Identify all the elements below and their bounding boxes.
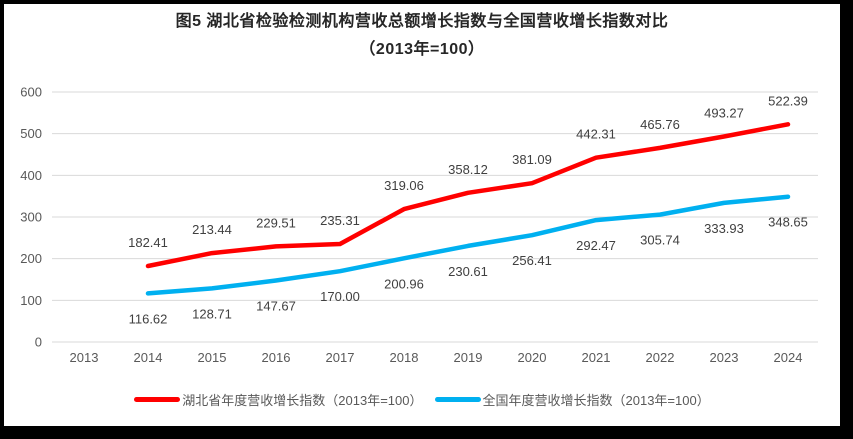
data-label-series1-2023: 333.93 — [704, 221, 744, 236]
data-label-series0-2016: 229.51 — [256, 215, 296, 230]
chart-title-line1: 图5 湖北省检验检测机构营收总额增长指数与全国营收增长指数对比 — [175, 13, 669, 30]
y-axis-tick-400: 400 — [20, 168, 42, 183]
data-label-series1-2017: 170.00 — [320, 289, 360, 304]
y-axis-tick-300: 300 — [20, 210, 42, 225]
data-label-series1-2014: 116.62 — [129, 311, 168, 326]
legend-label-national: 全国年度营收增长指数（2013年=100） — [482, 392, 710, 408]
data-label-series0-2015: 213.44 — [192, 222, 232, 237]
series-line-0 — [145, 122, 791, 269]
data-label-series0-2021: 442.31 — [576, 127, 616, 142]
x-axis-tick-2013: 2013 — [70, 350, 99, 365]
data-label-series1-2019: 230.61 — [448, 264, 488, 279]
data-label-series0-2024: 522.39 — [768, 93, 808, 108]
y-axis-tick-500: 500 — [20, 126, 42, 141]
data-label-series1-2015: 128.71 — [192, 306, 232, 321]
x-axis-tick-2022: 2022 — [646, 350, 675, 365]
legend-item-hubei: 湖北省年度营收增长指数（2013年=100） — [134, 390, 423, 409]
data-label-series0-2018: 319.06 — [384, 178, 424, 193]
data-label-series0-2022: 465.76 — [640, 117, 680, 132]
x-axis-tick-2021: 2021 — [582, 350, 611, 365]
data-label-series1-2024: 348.65 — [768, 215, 808, 230]
x-axis-tick-2017: 2017 — [326, 350, 355, 365]
data-label-series0-2014: 182.41 — [128, 235, 168, 250]
data-label-series1-2016: 147.67 — [256, 298, 296, 313]
chart-title: 图5 湖北省检验检测机构营收总额增长指数与全国营收增长指数对比 （2013年=1… — [4, 8, 840, 64]
x-axis-tick-2016: 2016 — [262, 350, 291, 365]
legend-line-sample-national-icon — [434, 396, 481, 402]
data-label-series1-2022: 305.74 — [640, 233, 680, 248]
x-axis-tick-2014: 2014 — [134, 350, 163, 365]
data-label-series1-2020: 256.41 — [512, 253, 552, 268]
x-axis-tick-2024: 2024 — [774, 350, 803, 365]
legend-line-sample-hubei-icon — [134, 396, 181, 402]
data-label-series0-2020: 381.09 — [512, 152, 552, 167]
chart-title-line2: （2013年=100） — [359, 41, 485, 58]
y-axis-tick-0: 0 — [35, 335, 42, 350]
x-axis-tick-2015: 2015 — [198, 350, 227, 365]
data-label-series0-2019: 358.12 — [448, 162, 488, 177]
y-axis-tick-200: 200 — [20, 251, 42, 266]
chart-legend: 湖北省年度营收增长指数（2013年=100） 全国年度营收增长指数（2013年=… — [4, 388, 840, 410]
line-chart-plot-area: 0 100 200 300 400 500 600 2013 2014 2015 2016 2017 2… — [20, 85, 818, 365]
x-axis-tick-2020: 2020 — [518, 350, 547, 365]
series-line-1 — [145, 194, 791, 296]
legend-label-hubei: 湖北省年度营收增长指数（2013年=100） — [182, 392, 423, 408]
y-axis-tick-600: 600 — [20, 85, 42, 100]
x-axis-tick-2023: 2023 — [710, 350, 739, 365]
legend-item-national: 全国年度营收增长指数（2013年=100） — [434, 390, 710, 409]
x-axis-tick-2018: 2018 — [390, 350, 419, 365]
data-label-series1-2021: 292.47 — [576, 238, 616, 253]
data-label-series0-2017: 235.31 — [320, 213, 360, 228]
x-axis-tick-2019: 2019 — [454, 350, 483, 365]
y-axis-tick-100: 100 — [20, 293, 42, 308]
data-label-series0-2023: 493.27 — [704, 105, 744, 120]
data-label-series1-2018: 200.96 — [384, 276, 424, 291]
